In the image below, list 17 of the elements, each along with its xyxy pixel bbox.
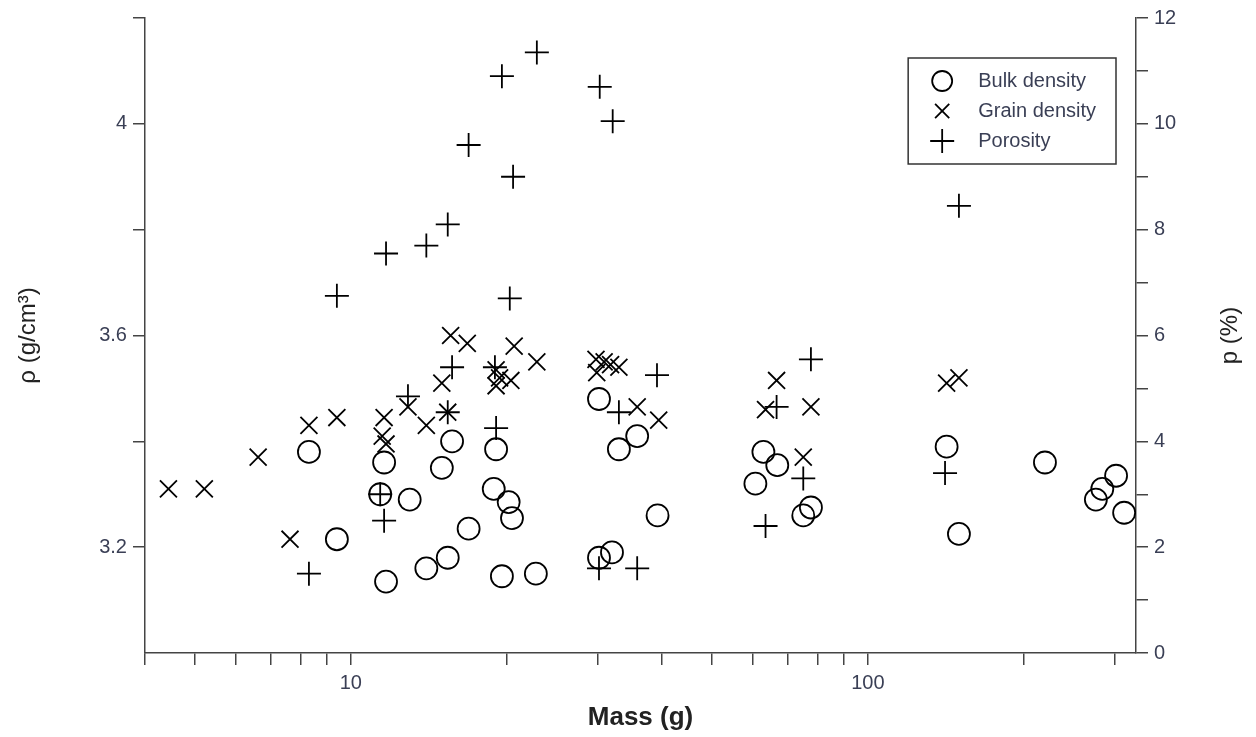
y2-tick-label: 10 [1154, 111, 1177, 134]
y2-tick-label: 2 [1154, 534, 1166, 557]
y-tick-label: 3.6 [99, 323, 127, 346]
y-tick-label: 3.2 [99, 534, 127, 557]
x-axis-title: Mass (g) [587, 700, 694, 731]
y2-tick-label: 12 [1154, 5, 1177, 28]
y2-tick-label: 4 [1154, 428, 1166, 451]
y2-tick-label: 6 [1154, 323, 1166, 346]
y-tick-label: 4 [115, 111, 127, 134]
legend-label: Grain density [978, 98, 1097, 121]
y2-tick-label: 8 [1154, 217, 1166, 240]
legend-label: Bulk density [978, 68, 1087, 91]
x-tick-label: 100 [851, 670, 885, 693]
y-axis-title: ρ (g/cm³) [13, 287, 41, 384]
y2-axis-title: p (%) [1214, 306, 1242, 365]
y2-tick-label: 0 [1154, 640, 1166, 663]
legend-label: Porosity [978, 128, 1051, 151]
